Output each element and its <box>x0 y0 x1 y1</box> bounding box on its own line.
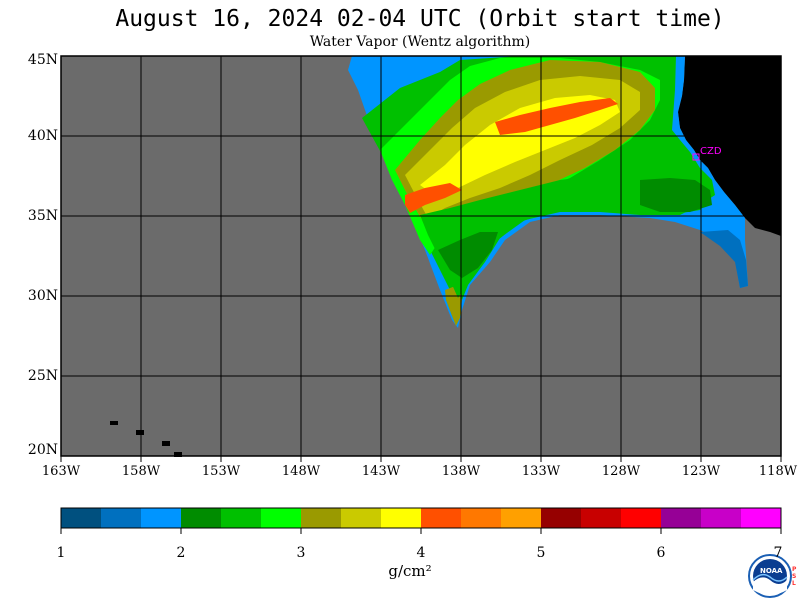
swath-darkblue <box>700 230 748 288</box>
lat-label-30n: 30N <box>27 288 58 304</box>
map-subtitle: Water Vapor (Wentz algorithm) <box>309 34 531 50</box>
lon-ticks <box>60 456 782 462</box>
lon-label-158w: 158W <box>121 464 161 479</box>
colorbar-swatch <box>741 508 782 528</box>
colorbar-label-1: 1 <box>56 545 66 561</box>
lon-label-118w: 118W <box>758 464 798 479</box>
plot-frame <box>60 55 782 457</box>
colorbar <box>61 508 782 528</box>
lon-label-128w: 128W <box>601 464 641 479</box>
hawaii-islands <box>110 421 182 457</box>
site-marker <box>692 153 700 161</box>
colorbar-swatch <box>621 508 662 528</box>
lat-label-35n: 35N <box>27 208 58 224</box>
colorbar-label-6: 6 <box>656 545 666 561</box>
swath-yellow <box>420 95 620 198</box>
lat-label-45n: 45N <box>27 52 58 68</box>
colorbar-swatch <box>421 508 462 528</box>
swath-layer <box>348 56 781 328</box>
colorbar-label-5: 5 <box>536 545 546 561</box>
colorbar-swatch <box>221 508 262 528</box>
swath-orange-south <box>405 183 462 213</box>
colorbar-swatch <box>101 508 142 528</box>
swath-darkgreen-east <box>640 178 712 212</box>
colorbar-label-3: 3 <box>296 545 306 561</box>
lon-label-133w: 133W <box>521 464 561 479</box>
swath-darkgreen <box>438 232 498 278</box>
colorbar-label-7: 7 <box>773 545 783 561</box>
colorbar-ticks <box>60 528 782 534</box>
noaa-logo-text: NOAA <box>760 567 783 575</box>
colorbar-swatch <box>181 508 222 528</box>
lon-label-123w: 123W <box>681 464 721 479</box>
lon-label-143w: 143W <box>361 464 401 479</box>
colorbar-swatch <box>701 508 742 528</box>
colorbar-units: g/cm² <box>388 562 432 580</box>
lon-label-148w: 148W <box>281 464 321 479</box>
colorbar-swatch <box>501 508 542 528</box>
lon-label-163w: 163W <box>41 464 81 479</box>
colorbar-swatch <box>661 508 702 528</box>
colorbar-swatch <box>581 508 622 528</box>
lat-label-25n: 25N <box>27 368 58 384</box>
land-mass <box>678 56 781 236</box>
colorbar-swatch <box>381 508 422 528</box>
colorbar-swatch <box>341 508 382 528</box>
colorbar-swatch <box>61 508 102 528</box>
lat-label-40n: 40N <box>27 128 58 144</box>
swath-orange-north <box>495 98 618 135</box>
swath-green-south <box>420 175 710 298</box>
noaa-logo <box>748 554 792 598</box>
colorbar-label-2: 2 <box>176 545 186 561</box>
colorbar-swatch <box>301 508 342 528</box>
colorbar-swatch <box>541 508 582 528</box>
map-title: August 16, 2024 02-04 UTC (Orbit start t… <box>115 6 725 32</box>
colorbar-swatch <box>461 508 502 528</box>
lat-label-20n: 20N <box>27 442 58 458</box>
site-label-czd: CZD <box>700 146 722 157</box>
graticule <box>61 56 781 456</box>
lon-label-153w: 153W <box>201 464 241 479</box>
colorbar-swatch <box>261 508 302 528</box>
colorbar-label-4: 4 <box>416 545 426 561</box>
lon-label-138w: 138W <box>441 464 481 479</box>
colorbar-swatch <box>141 508 182 528</box>
